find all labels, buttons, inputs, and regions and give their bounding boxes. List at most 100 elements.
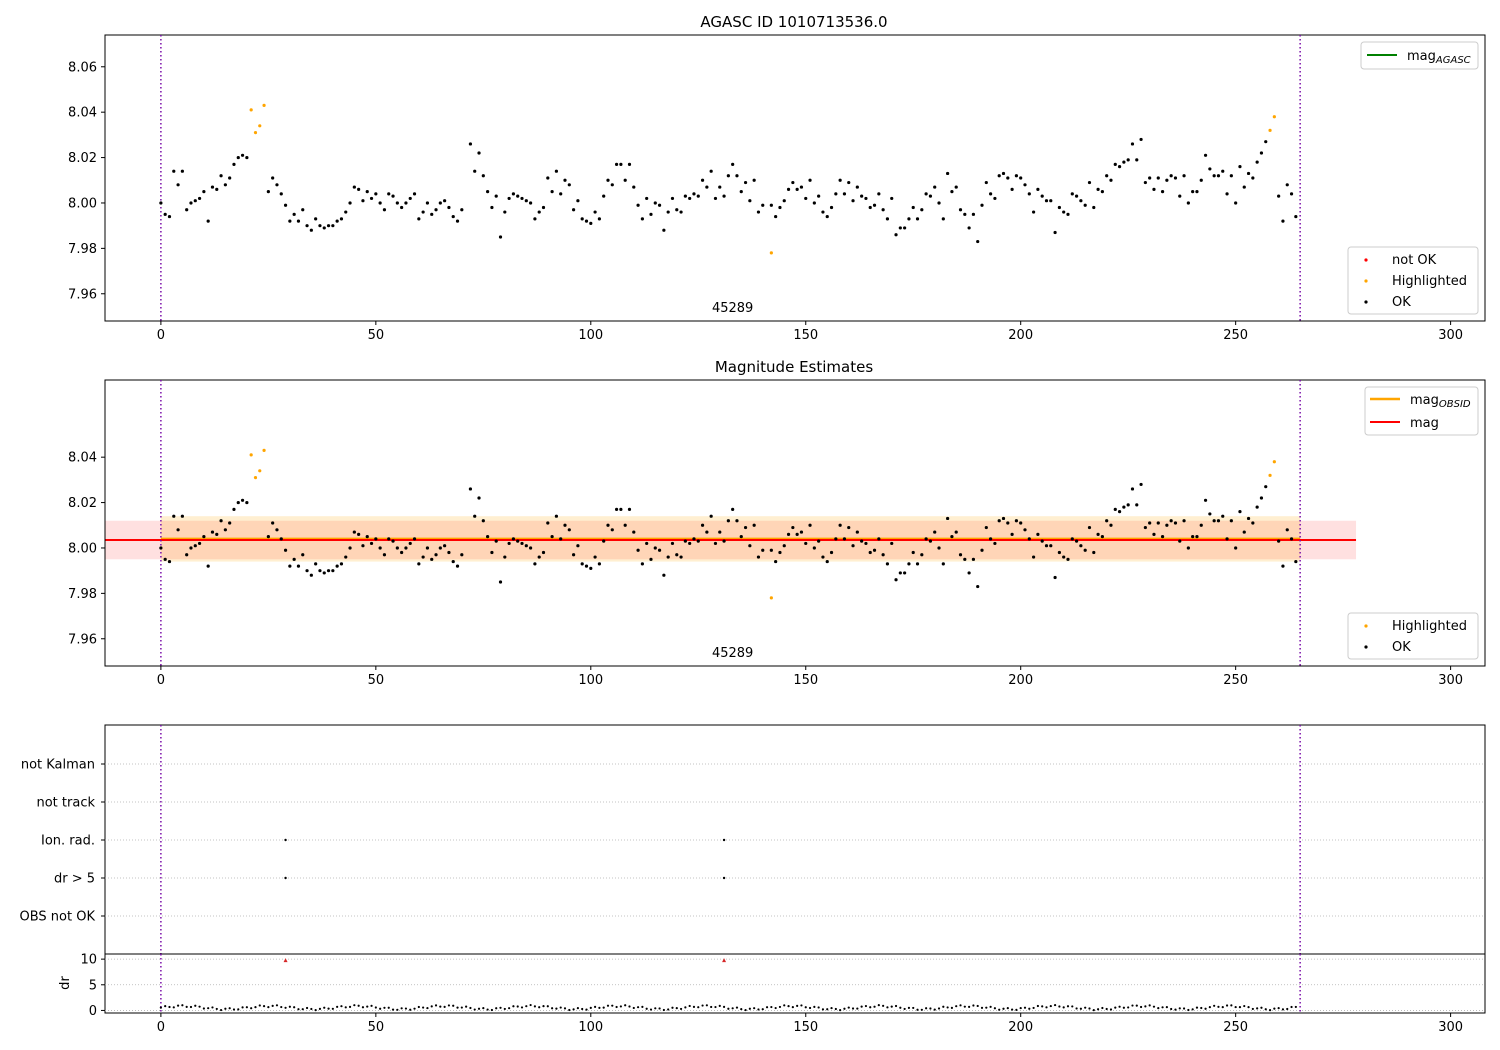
ok-point	[834, 537, 838, 541]
ok-point	[271, 176, 275, 180]
ok-point	[305, 569, 309, 573]
ok-point	[653, 546, 657, 550]
ok-point	[1225, 537, 1229, 541]
ok-point	[713, 196, 718, 201]
y-tick-label: 8.06	[68, 60, 97, 75]
dr-point	[383, 1006, 386, 1009]
panel-1-x-ticks: 0 50 100 150 200 250 300	[157, 321, 1463, 343]
ok-point	[1277, 194, 1281, 198]
ok-point	[301, 208, 305, 212]
dr-point	[950, 1006, 954, 1009]
ok-point	[980, 203, 984, 207]
ok-point	[1169, 174, 1173, 178]
ok-point	[748, 544, 752, 548]
ok-point	[348, 201, 352, 205]
panel-2-y-ticks: 7.96 7.98 8.00 8.02 8.04	[68, 451, 105, 647]
dr-point	[826, 1008, 829, 1011]
dr-point	[658, 1007, 661, 1010]
ok-point	[946, 516, 950, 521]
ok-point	[473, 514, 477, 518]
ok-point	[1036, 187, 1040, 191]
dr-point	[1036, 1004, 1039, 1008]
ok-point	[236, 155, 240, 160]
ok-point	[756, 210, 761, 214]
dr-point	[426, 1006, 429, 1010]
ok-point	[696, 539, 700, 543]
ok-point	[584, 219, 589, 223]
ok-point	[894, 233, 898, 237]
ok-point	[705, 530, 709, 534]
ok-point	[941, 217, 945, 221]
ok-point	[791, 525, 795, 530]
dr-point	[1015, 1008, 1018, 1011]
x-tick-label: 100	[578, 1020, 603, 1035]
dr-point	[980, 1006, 984, 1009]
ok-point	[185, 208, 189, 212]
dr-point	[821, 1008, 825, 1011]
panel-2-obsid-label: 45289	[712, 646, 753, 661]
ok-point	[683, 194, 687, 198]
dr-point	[985, 1006, 988, 1009]
ok-point	[537, 555, 541, 559]
ok-point	[365, 190, 369, 194]
dr-point	[1148, 1004, 1151, 1007]
ok-point	[1105, 174, 1109, 178]
dr-point	[546, 1005, 549, 1008]
ok-point	[657, 548, 662, 552]
ok-point	[847, 525, 851, 530]
dr-point	[1019, 1006, 1022, 1010]
ok-point	[868, 550, 872, 555]
ok-point	[722, 194, 726, 198]
ok-point	[1040, 539, 1044, 543]
ok-point	[1070, 537, 1074, 541]
ok-point	[1182, 174, 1186, 178]
highlighted-point	[253, 476, 258, 480]
dr-point	[409, 1008, 412, 1011]
ok-point	[688, 196, 692, 201]
ok-point	[369, 541, 374, 546]
dr-point	[976, 1004, 979, 1008]
dr-point	[873, 1005, 876, 1008]
ok-point	[498, 235, 503, 239]
dr-point	[692, 1005, 696, 1008]
dr-point	[959, 1004, 962, 1007]
dr-point	[1075, 1007, 1078, 1010]
y-tick-label: 5	[89, 978, 97, 993]
ok-point	[795, 532, 799, 536]
dr-point	[434, 1004, 438, 1007]
ok-point	[1195, 190, 1199, 194]
dr-point	[348, 1005, 352, 1008]
panel-3-axes	[104, 724, 1486, 955]
dr-point	[882, 1004, 885, 1007]
dr-point	[1157, 1007, 1160, 1010]
dr-point	[525, 1005, 528, 1008]
dr-point	[1277, 1007, 1280, 1010]
ok-point	[920, 208, 924, 212]
ok-point	[1203, 153, 1208, 157]
ok-point	[365, 535, 369, 539]
x-tick-label: 150	[793, 1020, 818, 1035]
dr-point	[271, 1004, 274, 1007]
panel-2-points	[159, 448, 1298, 600]
ok-point	[718, 530, 722, 534]
highlighted-point	[258, 124, 262, 128]
ok-point	[301, 553, 305, 557]
ok-point	[808, 178, 812, 182]
ok-point	[318, 224, 322, 228]
dr-point	[585, 1008, 588, 1011]
ok-point	[443, 544, 447, 548]
dr-point	[495, 1007, 498, 1010]
ok-point	[872, 203, 877, 207]
dr-point	[697, 1006, 700, 1009]
ok-point	[374, 192, 378, 196]
dr-point	[1114, 1006, 1117, 1009]
ok-point	[571, 553, 576, 557]
ok-point	[752, 178, 756, 182]
dr-point	[1178, 1007, 1181, 1010]
ok-point	[550, 190, 554, 194]
dr-point	[886, 1006, 889, 1009]
ok-point	[159, 546, 163, 550]
dr-point	[1122, 1006, 1125, 1009]
ok-point	[679, 555, 683, 559]
x-tick-label: 250	[1223, 328, 1248, 343]
